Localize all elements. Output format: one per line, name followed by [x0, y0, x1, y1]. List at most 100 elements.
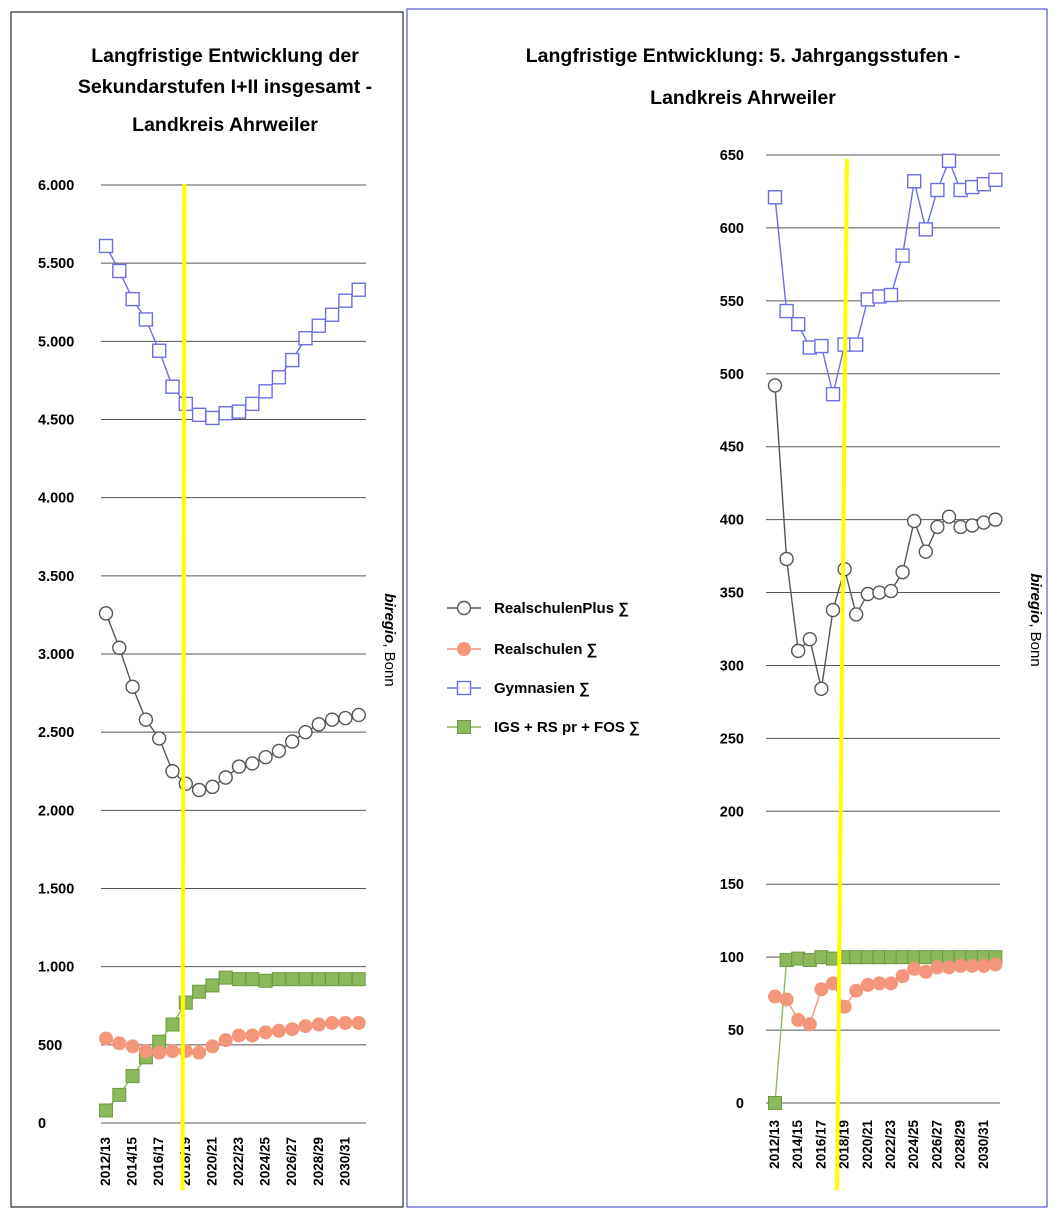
right-series-gym-point [907, 174, 922, 189]
right-series-rsplus-point [825, 602, 841, 618]
right-series-rs-point [942, 960, 956, 975]
left-chart: 0 500 1.000 1.500 2.000 2.500 3.000 3.500 4.000 4… [38, 178, 366, 1191]
right-series-igs-point [802, 953, 817, 968]
right-series-gym-point [791, 316, 806, 332]
left-xtick-label: 2022/23 [231, 1137, 246, 1186]
left-series-rsplus-point [191, 782, 207, 798]
right-credit-city: , Bonn [1027, 623, 1044, 666]
left-ytick-label: 500 [38, 1038, 62, 1054]
right-ytick-label: 300 [720, 658, 744, 674]
right-credit: biregio, Bonn [1027, 573, 1044, 666]
left-series-rsplus-point [245, 756, 260, 771]
left-xtick-label: 2018/19 [178, 1137, 193, 1186]
left-xtick-label: 2026/27 [284, 1137, 299, 1186]
right-series-rs-point [953, 958, 968, 973]
right-series-rsplus-point [767, 378, 783, 393]
legend-label-rsplus: RealschulenPlus ∑ [494, 600, 629, 617]
left-series-rs-point [351, 1015, 366, 1030]
right-ytick-label: 650 [720, 148, 744, 164]
left-series-rsplus-line [105, 613, 359, 791]
right-series-rs-point [802, 1017, 817, 1032]
left-series-gym-point [324, 307, 340, 322]
right-series-rs-point [860, 977, 875, 992]
left-series-rsplus-point [231, 759, 247, 774]
right-ytick-label: 0 [736, 1096, 744, 1112]
right-ytick-label: 550 [720, 294, 744, 310]
right-series-rsplus-point [965, 518, 980, 533]
right-series-rs-point [779, 992, 794, 1007]
left-series-gym-point [112, 263, 127, 279]
right-ytick-label: 350 [720, 586, 744, 602]
left-series-rs-point [205, 1039, 220, 1054]
right-series-rs-point [872, 976, 887, 991]
left-ytick-label: 5.000 [38, 334, 74, 350]
left-series-rsplus-point [218, 770, 233, 785]
right-xtick-label: 2030/31 [976, 1120, 991, 1169]
left-series-rsplus-point [351, 707, 366, 723]
left-series-rs-point [192, 1045, 207, 1060]
right-ytick-label: 150 [720, 877, 744, 893]
left-series-rsplus-point [178, 776, 194, 791]
left-series-igs-point [112, 1087, 127, 1102]
left-series-igs-point [232, 972, 246, 987]
left-series-rsplus-point [311, 717, 326, 732]
left-series-igs-point [298, 972, 313, 987]
right-series-igs-point [768, 1096, 782, 1110]
left-series-igs-point [99, 1103, 113, 1118]
right-series-igs-point [849, 950, 864, 965]
left-series-rs-point [338, 1015, 353, 1030]
right-series-igs-point [907, 950, 922, 965]
right-series-rs-point [918, 964, 933, 979]
right-series-rs-point [930, 960, 945, 975]
left-series-rsplus-point [151, 731, 167, 746]
right-series-igs-point [814, 950, 829, 965]
right-series-rs-point [895, 969, 910, 984]
left-series-rs-point [271, 1023, 286, 1038]
legend-marker-igs [457, 720, 471, 734]
left-series-rsplus-point [125, 679, 140, 695]
right-ytick-label: 400 [720, 513, 744, 529]
left-series-rsplus-point [285, 734, 300, 749]
right-series-gym-point [825, 386, 841, 402]
left-series-gym-point [138, 312, 154, 327]
left-xtick-label: 2020/21 [204, 1137, 219, 1186]
right-series-rs-point [849, 983, 864, 998]
left-chart-title-line-1: Langfristige Entwicklung der [91, 45, 359, 67]
left-series-igs-point [285, 972, 300, 987]
right-series-gym-point [767, 190, 783, 205]
right-series-rsplus-point [849, 607, 864, 622]
right-xtick-label: 2026/27 [929, 1120, 944, 1169]
right-xtick-label: 2016/17 [813, 1120, 828, 1169]
right-series-rsplus-point [976, 515, 991, 530]
left-xtick-label: 2028/29 [311, 1137, 326, 1186]
right-highlight-line [835, 158, 849, 1191]
right-credit-brand: biregio [1027, 573, 1044, 623]
right-series-igs-point [791, 951, 806, 966]
left-series-rsplus-point [298, 724, 313, 740]
left-credit-city: , Bonn [381, 643, 398, 686]
left-series-rsplus-point [271, 743, 287, 759]
left-series-rsplus-point [165, 764, 180, 779]
left-series-gym-point [245, 396, 260, 412]
right-series-rs-line [774, 963, 996, 1026]
left-series-gym-point [285, 352, 300, 368]
left-credit: biregio, Bonn [381, 593, 398, 686]
right-series-gym-point [941, 153, 957, 169]
right-ytick-label: 100 [720, 950, 744, 966]
left-chart-title-line-2: Sekundarstufen I+II insgesamt - [78, 76, 372, 98]
right-panel-frame [406, 8, 1048, 1208]
left-series-igs-point [271, 972, 286, 987]
left-ytick-label: 3.500 [38, 569, 74, 585]
left-series-rs-point [258, 1025, 273, 1040]
left-ytick-label: 1.500 [38, 882, 74, 898]
left-series-rs-point [99, 1031, 113, 1046]
right-series-gym-point [930, 182, 945, 198]
right-chart-title-line-1: Langfristige Entwicklung: 5. Jahrgangsst… [526, 45, 960, 67]
right-series-rs-point [791, 1012, 806, 1027]
right-series-rs-point [814, 982, 829, 997]
left-series-igs-line [105, 976, 359, 1111]
left-chart-title-line-3: Landkreis Ahrweiler [132, 114, 318, 136]
left-ytick-label: 0 [38, 1116, 46, 1132]
left-ytick-label: 2.000 [38, 803, 74, 819]
